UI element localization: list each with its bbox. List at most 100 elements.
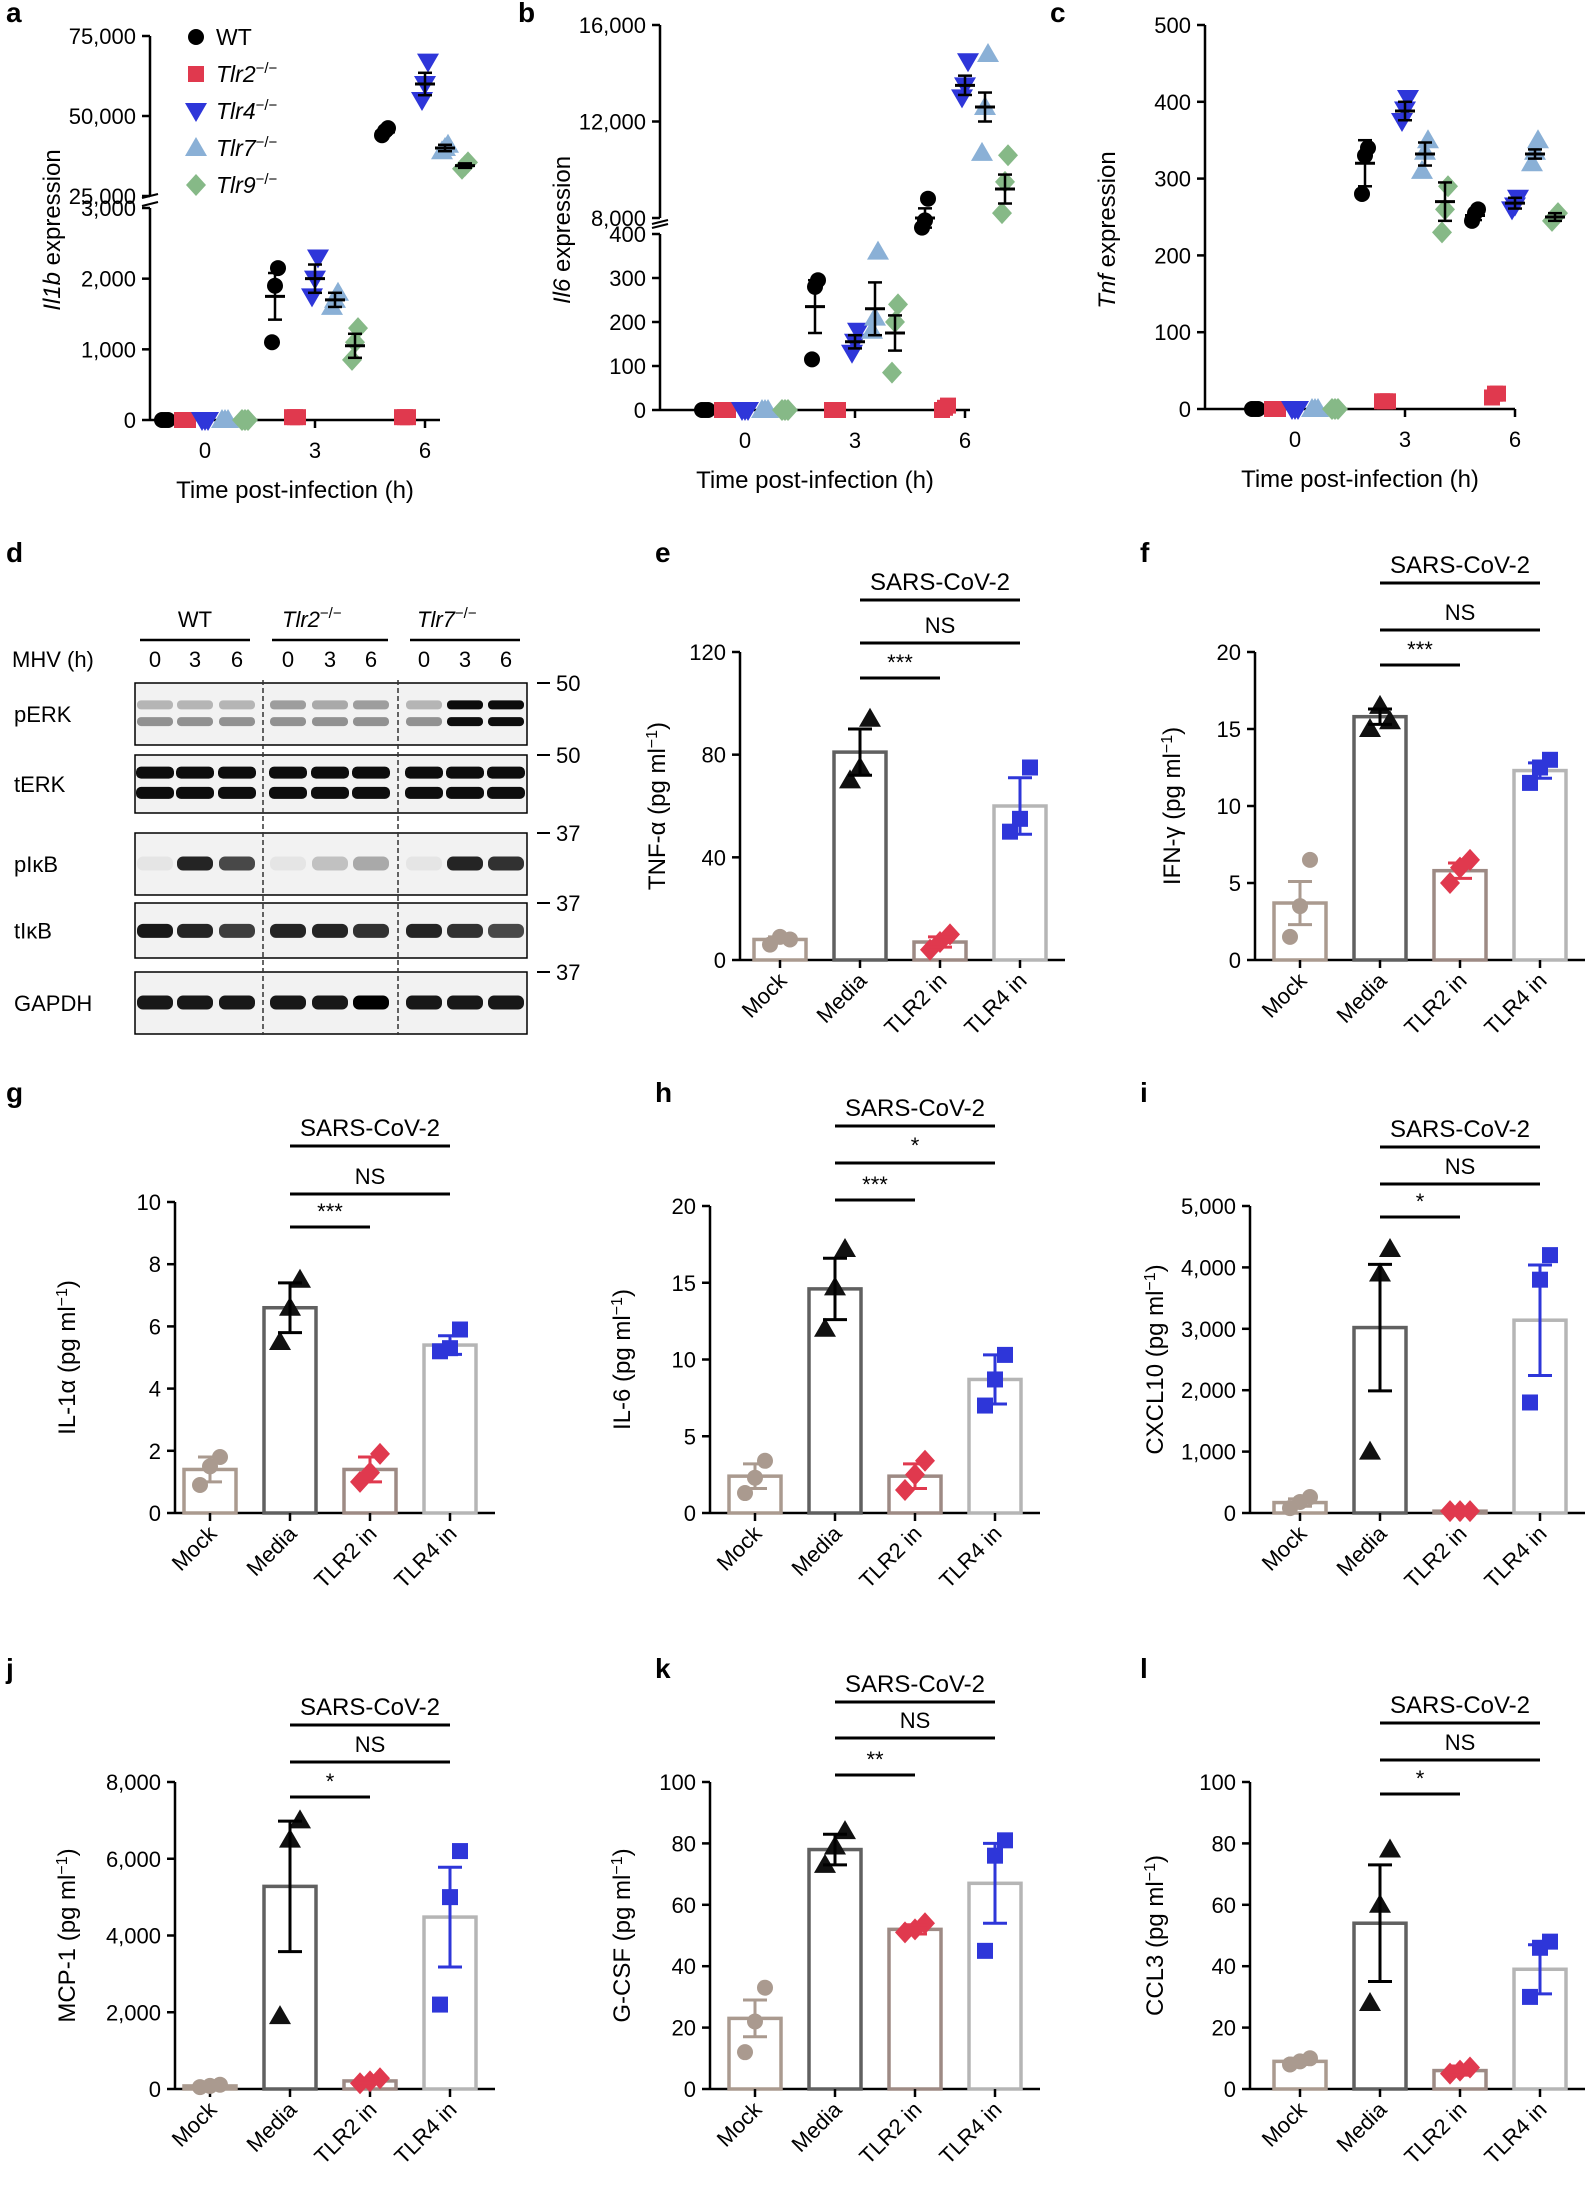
y-tick-label: 1,000 xyxy=(1181,1440,1236,1465)
panel-label-i: i xyxy=(1140,1077,1148,1108)
data-point xyxy=(432,1996,448,2013)
y-tick-label: 3,000 xyxy=(1181,1317,1236,1342)
data-point xyxy=(834,1820,856,1840)
y-tick-label: 0 xyxy=(1179,397,1191,422)
data-point xyxy=(1354,185,1370,202)
legend-label-tlr2: Tlr2−/− xyxy=(216,60,278,87)
group-label-1: Tlr2−/− xyxy=(282,605,342,632)
y-tick-label: 4,000 xyxy=(106,1924,161,1949)
blot-label: tIκB xyxy=(14,919,52,944)
significance-label: * xyxy=(326,1769,335,1794)
blot-band xyxy=(312,995,348,1010)
data-point xyxy=(1328,398,1348,420)
y-tick-label: 60 xyxy=(672,1893,696,1918)
bar-media xyxy=(807,1287,863,1515)
x-tick-label: Mock xyxy=(1257,2096,1313,2152)
panel-label-l: l xyxy=(1140,1653,1148,1684)
x-tick-label: 6 xyxy=(1509,427,1521,452)
data-point xyxy=(1417,129,1439,149)
data-point xyxy=(1522,1988,1538,2005)
data-point xyxy=(1432,221,1452,244)
blot-band xyxy=(219,700,255,710)
data-point xyxy=(417,53,439,73)
data-point xyxy=(269,2005,291,2025)
blot-band xyxy=(219,856,255,871)
y-tick-label: 100 xyxy=(609,354,646,379)
significance-label: NS xyxy=(1445,1730,1476,1755)
x-tick-label: Media xyxy=(811,967,872,1028)
data-point xyxy=(888,293,908,316)
blot-band xyxy=(353,717,389,727)
data-point xyxy=(834,1237,856,1257)
blot-band xyxy=(353,923,389,938)
x-tick-label: TLR2 in xyxy=(1399,1521,1471,1593)
x-tick-label: Media xyxy=(241,1520,302,1581)
y-tick-label: 0 xyxy=(1229,948,1241,973)
y-tick-label: 2,000 xyxy=(106,2000,161,2025)
blot-band xyxy=(218,786,256,799)
chart-panel-g: 0 2 4 6 8 10 IL-1α (pg ml−1) Mock Media TLR2 in TL… xyxy=(54,1115,495,1593)
y-tick-label: 4,000 xyxy=(1181,1255,1236,1280)
bar-tlr2-in xyxy=(887,1474,943,1515)
blot-band xyxy=(447,856,483,871)
mw-marker-label: 37 xyxy=(556,821,580,846)
y-tick-label: 12,000 xyxy=(579,110,646,135)
bar-media xyxy=(832,750,888,962)
blot-band xyxy=(406,700,442,710)
data-point xyxy=(1460,848,1480,871)
panel-label-e: e xyxy=(655,537,671,568)
y-tick-label: 40 xyxy=(672,1954,696,1979)
y-tick-label: 2,000 xyxy=(81,267,136,292)
y-tick-label: 100 xyxy=(1199,1770,1236,1795)
y-tick-label: 0 xyxy=(124,408,136,433)
significance-label: *** xyxy=(887,650,913,675)
y-tick-label: 2 xyxy=(149,1439,161,1464)
x-tick-label: TLR4 in xyxy=(389,1521,461,1593)
blot-band xyxy=(136,786,174,799)
timepoint-label: 3 xyxy=(189,647,201,672)
data-point xyxy=(342,348,362,371)
bracket-label: SARS-CoV-2 xyxy=(300,1694,440,1721)
data-point xyxy=(452,1321,468,1338)
y-tick-label: 6,000 xyxy=(106,1847,161,1872)
data-point xyxy=(289,1809,311,1829)
blot-band xyxy=(270,995,306,1010)
y-tick-label: 10 xyxy=(1217,794,1241,819)
x-tick-label: Mock xyxy=(712,1520,768,1576)
y-tick-label: 16,000 xyxy=(579,13,646,38)
x-tick-label: Mock xyxy=(1257,1520,1313,1576)
blot-band xyxy=(219,995,255,1010)
data-point xyxy=(971,141,993,161)
bar-tlr4-in xyxy=(1512,768,1568,962)
blot-band xyxy=(137,923,173,938)
legend-marker-tlr4 xyxy=(185,103,207,122)
blot-label: pIκB xyxy=(14,852,58,877)
timepoint-label: 6 xyxy=(365,647,377,672)
legend-label-tlr4: Tlr4−/− xyxy=(216,97,278,124)
data-point xyxy=(940,923,960,946)
y-tick-label: 0 xyxy=(684,1501,696,1526)
y-tick-label: 25,000 xyxy=(69,184,136,209)
x-tick-label: Mock xyxy=(712,2096,768,2152)
y-tick-label: 1,000 xyxy=(81,337,136,362)
y-tick-label: 200 xyxy=(609,310,646,335)
significance-label: * xyxy=(911,1133,920,1158)
data-point xyxy=(1527,129,1549,149)
data-point xyxy=(1438,175,1458,198)
bracket-label: SARS-CoV-2 xyxy=(845,1095,985,1122)
data-point xyxy=(1360,139,1376,156)
y-tick-label: 75,000 xyxy=(69,24,136,49)
significance-label: * xyxy=(1416,1189,1425,1214)
y-tick-label: 2,000 xyxy=(1181,1378,1236,1403)
blot-label: tERK xyxy=(14,772,66,797)
data-point xyxy=(951,89,973,109)
blot-band xyxy=(447,700,483,710)
legend-marker-tlr2 xyxy=(188,66,204,82)
y-axis-label: CXCL10 (pg ml−1) xyxy=(1142,1264,1169,1454)
y-axis-label: CCL3 (pg ml−1) xyxy=(1142,1855,1169,2016)
significance-label: NS xyxy=(1445,600,1476,625)
y-tick-label: 400 xyxy=(1154,90,1191,115)
blot-band xyxy=(176,786,214,799)
x-tick-label: Mock xyxy=(167,1520,223,1576)
